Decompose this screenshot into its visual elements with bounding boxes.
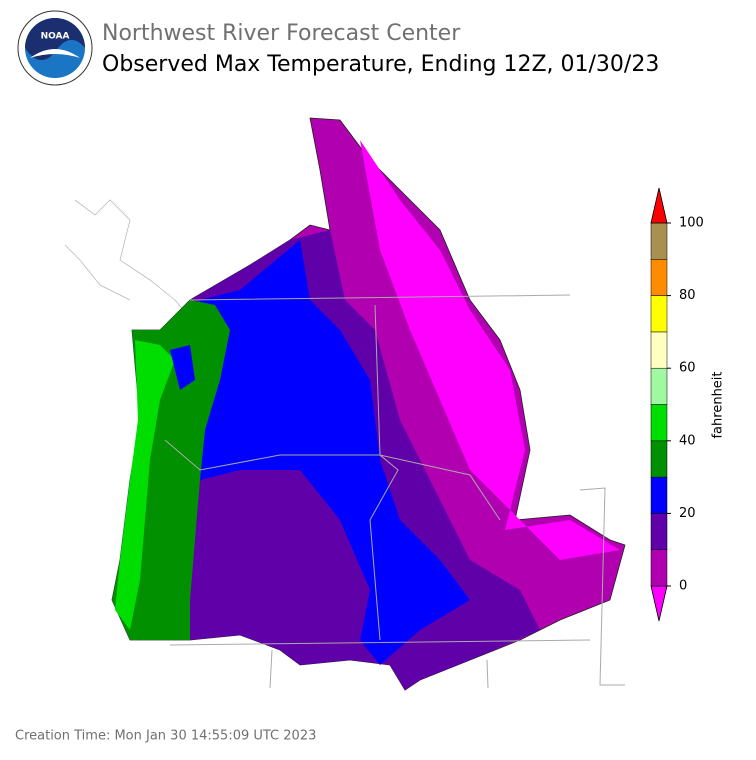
colorbar-segment — [650, 440, 668, 478]
colorbar-tick-label: 100 — [679, 216, 704, 231]
colorbar-segment — [650, 222, 668, 260]
colorbar-segment — [650, 476, 668, 514]
colorbar-segment — [650, 404, 668, 442]
colorbar-tick-label: 0 — [679, 579, 687, 594]
colorbar-tick-label: 20 — [679, 506, 696, 521]
colorbar: 0 20 40 60 80 100 — [650, 187, 704, 622]
colorbar-segment — [650, 549, 668, 587]
colorbar-tick-label: 40 — [679, 433, 696, 448]
colorbar-segment — [650, 331, 668, 369]
creation-time: Creation Time: Mon Jan 30 14:55:09 UTC 2… — [15, 729, 316, 744]
colorbar-under — [650, 585, 668, 622]
map-title: Observed Max Temperature, Ending 12Z, 01… — [102, 52, 659, 77]
colorbar-label: fahrenheit — [711, 371, 726, 438]
svg-text:NOAA: NOAA — [41, 32, 70, 42]
noaa-logo: NOAA — [17, 10, 93, 86]
colorbar-tick-label: 80 — [679, 288, 696, 303]
colorbar-over — [650, 187, 668, 224]
colorbar-segment — [650, 513, 668, 550]
agency-name: Northwest River Forecast Center — [102, 21, 461, 46]
colorbar-segment — [650, 367, 668, 405]
colorbar-segment — [650, 295, 668, 333]
basin-map — [64, 117, 626, 691]
colorbar-tick-label: 60 — [679, 361, 696, 376]
colorbar-segment — [650, 259, 668, 296]
